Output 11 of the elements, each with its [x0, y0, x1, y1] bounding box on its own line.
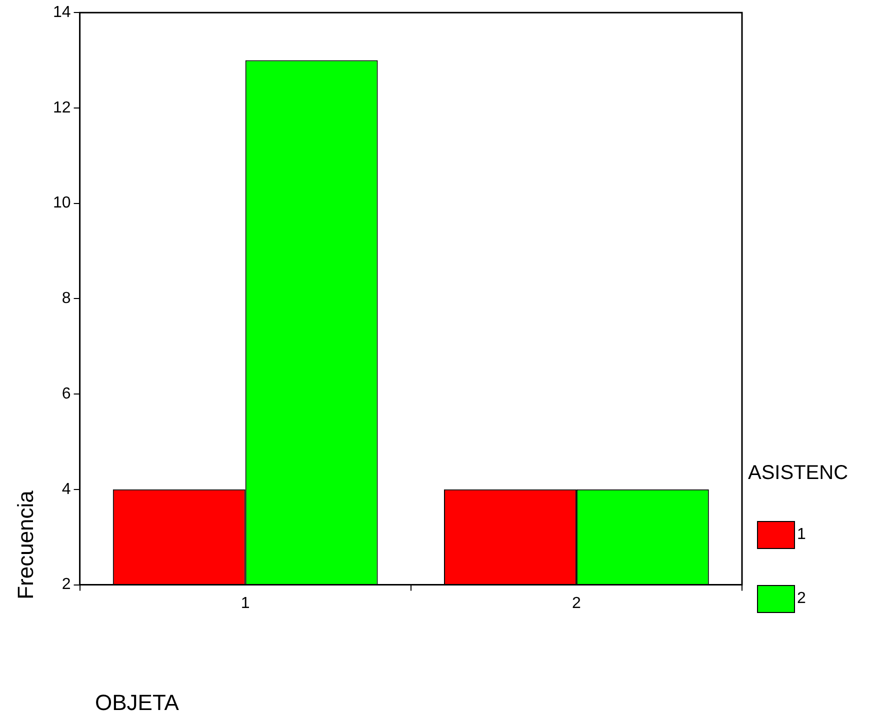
y-tick-label: 14 [53, 4, 71, 22]
legend-title: ASISTENC [748, 462, 848, 485]
x-axis-title: OBJETA [95, 690, 179, 716]
y-tick-label: 12 [53, 99, 71, 116]
y-tick-label: 6 [62, 385, 71, 402]
y-tick-label: 4 [62, 480, 71, 498]
y-tick-label: 2 [62, 576, 71, 594]
y-tick-label: 10 [53, 194, 71, 212]
legend-label: 1 [797, 526, 806, 544]
y-tick-label: 8 [62, 290, 71, 308]
y-axis-title: Frecuencia [13, 490, 39, 602]
